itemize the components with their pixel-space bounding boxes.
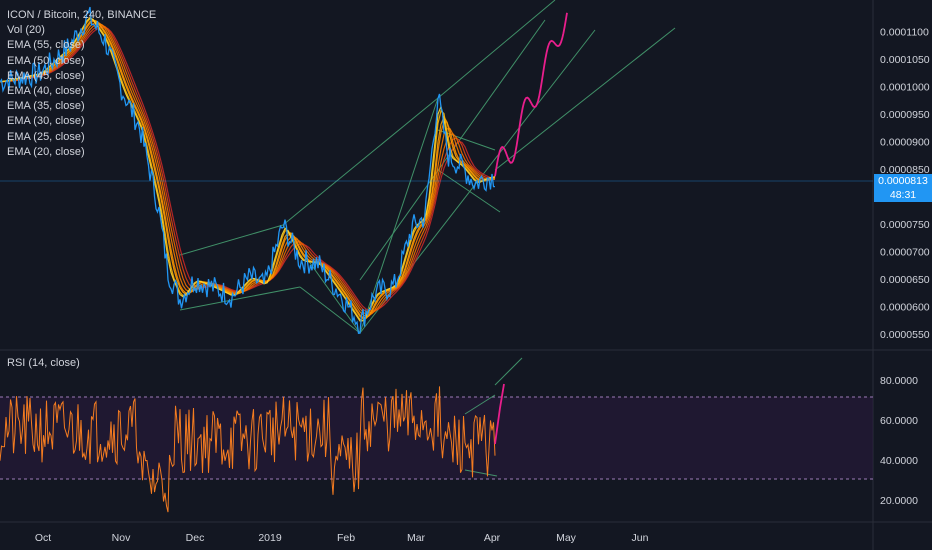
price-tick-label: 0.0000950 [880, 109, 930, 121]
ema-line[interactable] [0, 16, 496, 322]
rsi-tick-label: 60.0000 [880, 415, 918, 427]
symbol-title[interactable]: ICON / Bitcoin, 240, BINANCE [7, 9, 157, 21]
rsi-tick-label: 80.0000 [880, 375, 918, 387]
time-tick-label: Oct [35, 532, 51, 544]
time-tick-label: Apr [484, 532, 501, 544]
current-price-value: 0.0000813 [878, 175, 928, 187]
price-tick-label: 0.0000750 [880, 219, 930, 231]
price-tick-label: 0.0001100 [880, 26, 929, 38]
ema-line[interactable] [0, 21, 496, 317]
rsi-trendlines[interactable] [464, 357, 523, 477]
indicator-label[interactable]: EMA (25, close) [7, 130, 85, 143]
time-axis[interactable]: Oct Nov Dec 2019 Feb Mar Apr May Jun [35, 532, 649, 544]
price-tick-label: 0.0001000 [880, 81, 930, 93]
price-tick-label: 0.0000850 [880, 164, 930, 176]
countdown-timer: 48:31 [889, 189, 917, 201]
trendline[interactable] [299, 286, 361, 334]
time-tick-label: Jun [632, 532, 649, 544]
trendline[interactable] [494, 27, 676, 171]
rsi-tick-label: 40.0000 [880, 455, 918, 467]
price-tick-label: 0.0000900 [880, 136, 930, 148]
rsi-trendline[interactable] [464, 469, 498, 477]
ema-line[interactable] [0, 23, 496, 316]
time-tick-label: Dec [186, 532, 205, 544]
indicator-legend: ICON / Bitcoin, 240, BINANCE Vol (20) EM… [7, 8, 156, 160]
rsi-trendline[interactable] [464, 394, 496, 415]
indicator-label[interactable]: Vol (20) [7, 24, 45, 37]
time-tick-label: May [556, 532, 577, 544]
rsi-projection-line[interactable] [494, 383, 505, 445]
indicator-label[interactable]: EMA (55, close) [7, 39, 85, 52]
indicator-label[interactable]: EMA (45, close) [7, 69, 85, 82]
price-tick-label: 0.0000700 [880, 247, 930, 259]
rsi-legend[interactable]: RSI (14, close) [7, 357, 80, 369]
indicator-label[interactable]: EMA (35, close) [7, 100, 85, 113]
price-tick-label: 0.0000650 [880, 274, 930, 286]
price-tick-label: 0.0000550 [880, 329, 930, 341]
rsi-axis[interactable]: 80.0000 60.0000 40.0000 20.0000 [880, 375, 918, 507]
time-tick-label: Nov [112, 532, 131, 544]
current-price-tag: 0.0000813 48:31 [874, 174, 932, 202]
indicator-label[interactable]: EMA (30, close) [7, 115, 85, 128]
trendline[interactable] [282, 97, 439, 226]
indicator-label[interactable]: EMA (40, close) [7, 85, 85, 98]
rsi-band [0, 397, 873, 479]
rsi-tick-label: 20.0000 [880, 495, 918, 507]
time-tick-label: Feb [337, 532, 355, 544]
time-tick-label: Mar [407, 532, 426, 544]
trendline[interactable] [179, 224, 284, 256]
time-tick-label: 2019 [258, 532, 282, 544]
trendline[interactable] [359, 97, 439, 334]
indicator-label[interactable]: EMA (20, close) [7, 145, 85, 158]
projection-line[interactable] [494, 12, 568, 177]
trendline[interactable] [179, 286, 301, 311]
trendline[interactable] [437, 0, 556, 99]
price-tick-label: 0.0001050 [880, 54, 930, 66]
price-line[interactable] [0, 6, 495, 334]
indicator-label[interactable]: EMA (50, close) [7, 54, 85, 67]
rsi-trendline[interactable] [494, 357, 523, 386]
ema-line[interactable] [0, 18, 496, 322]
trendline[interactable] [437, 169, 501, 213]
rsi-line[interactable] [0, 386, 496, 513]
price-tick-label: 0.0000600 [880, 302, 930, 314]
